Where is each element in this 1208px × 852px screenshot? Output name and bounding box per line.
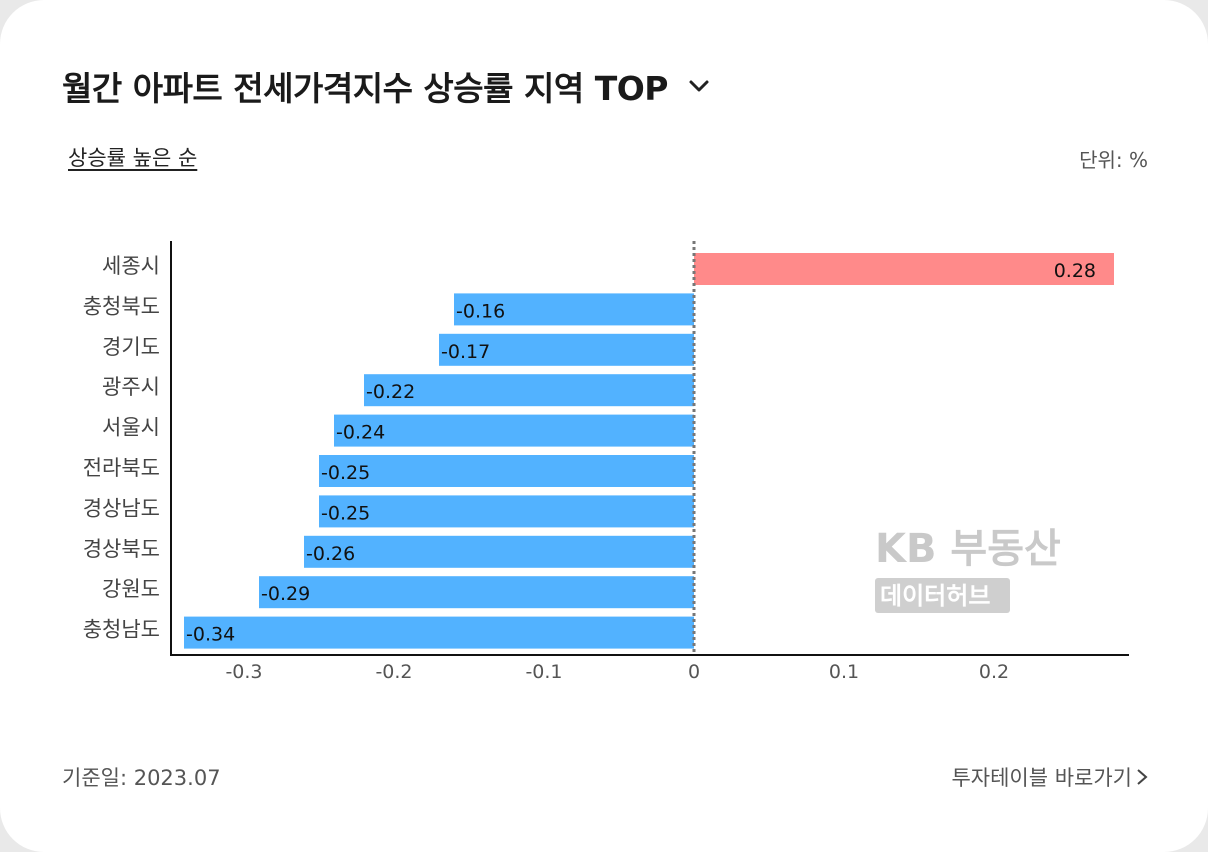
x-tick-label: -0.3 (225, 661, 262, 683)
bar-value-label: -0.22 (366, 381, 415, 403)
bar[interactable] (304, 535, 694, 568)
category-label: 광주시 (102, 375, 160, 399)
bar-value-label: -0.24 (336, 422, 385, 444)
x-tick-label: -0.1 (525, 661, 562, 683)
unit-label: 단위: % (1079, 148, 1148, 172)
bar-value-label: -0.17 (441, 341, 490, 363)
bar-value-label: -0.25 (321, 502, 370, 524)
watermark-main: KB 부동산 (875, 526, 1061, 572)
bar[interactable] (364, 374, 694, 407)
x-tick-label: -0.2 (375, 661, 412, 683)
base-date: 기준일: 2023.07 (62, 766, 221, 790)
bar-value-label: 0.28 (1054, 260, 1096, 282)
bar[interactable] (334, 414, 694, 447)
bar[interactable] (259, 576, 694, 609)
chevron-down-icon[interactable] (686, 73, 712, 99)
chart-title-dropdown[interactable]: 월간 아파트 전세가격지수 상승률 지역 TOP (62, 62, 712, 110)
category-label: 경기도 (102, 335, 160, 359)
category-label: 서울시 (102, 416, 160, 440)
investment-table-link[interactable]: 투자테이블 바로가기 (951, 762, 1148, 792)
x-tick-label: 0.2 (979, 661, 1009, 683)
bar-value-label: -0.16 (456, 300, 505, 322)
bar[interactable] (319, 495, 694, 528)
page-title: 월간 아파트 전세가격지수 상승률 지역 TOP (62, 69, 668, 108)
watermark-sub-background (875, 578, 1010, 613)
sort-option-link[interactable]: 상승률 높은 순 (68, 146, 198, 170)
x-tick-label: 0 (688, 661, 700, 683)
category-label: 충청북도 (83, 294, 160, 318)
category-label: 경상남도 (83, 496, 160, 520)
bar-value-label: -0.34 (186, 624, 235, 646)
bar-value-label: -0.29 (261, 583, 310, 605)
chevron-right-icon (1137, 769, 1148, 785)
category-label: 경상북도 (83, 537, 160, 561)
bar[interactable] (694, 253, 1114, 285)
watermark: KB 부동산 데이터허브 (875, 526, 1061, 613)
bar-value-label: -0.26 (306, 543, 355, 565)
category-label: 충청남도 (83, 618, 160, 642)
watermark-sub: 데이터허브 (880, 582, 990, 610)
category-label: 전라북도 (83, 456, 160, 480)
category-label: 강원도 (102, 577, 160, 601)
investment-table-link-label: 투자테이블 바로가기 (951, 766, 1132, 790)
bar[interactable] (184, 616, 694, 649)
x-tick-label: 0.1 (829, 661, 859, 683)
category-label: 세종시 (102, 254, 160, 278)
bar-value-label: -0.25 (321, 462, 370, 484)
bar[interactable] (454, 293, 694, 326)
bar[interactable] (319, 455, 694, 487)
bar[interactable] (439, 333, 694, 366)
